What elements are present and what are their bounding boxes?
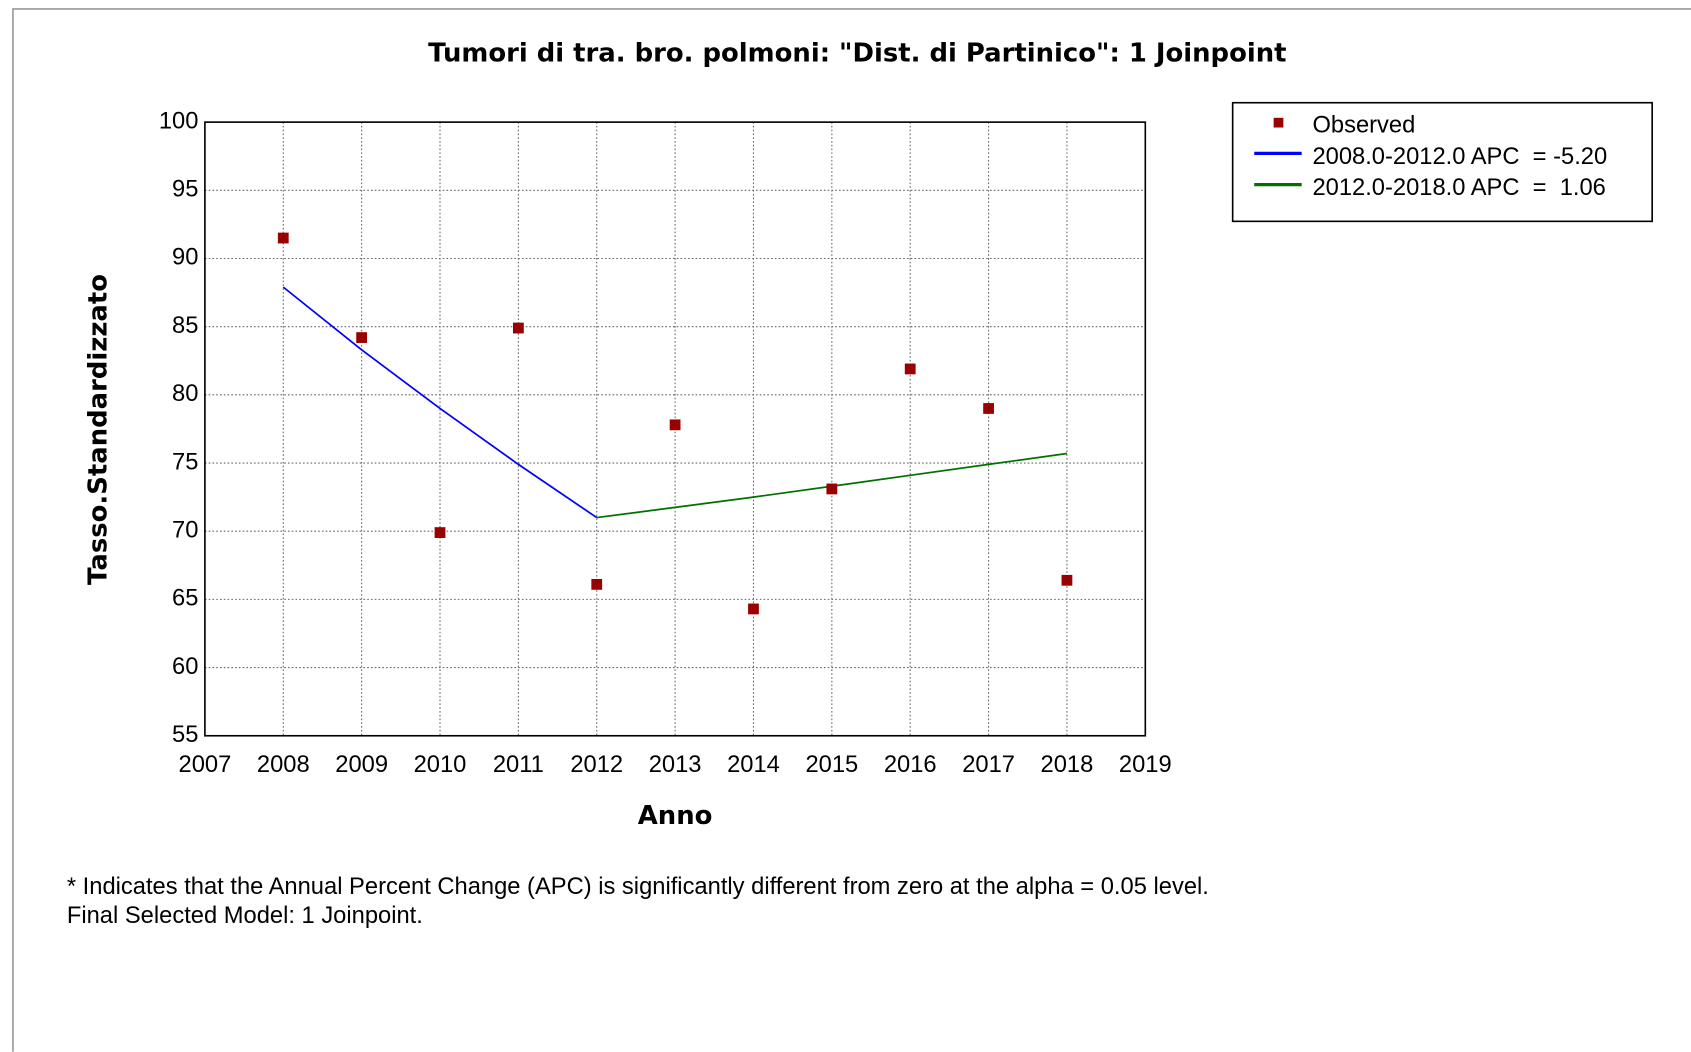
observed-point bbox=[748, 603, 759, 615]
x-axis-label: Anno bbox=[638, 801, 713, 831]
x-tick-label: 2012 bbox=[570, 752, 623, 778]
x-tick-label: 2009 bbox=[335, 752, 388, 778]
x-tick-label: 2018 bbox=[1041, 752, 1094, 778]
x-tick-label: 2017 bbox=[962, 752, 1015, 778]
y-tick-label: 95 bbox=[172, 177, 198, 203]
note: Final Selected Model: 1 Joinpoint. bbox=[67, 903, 423, 929]
x-tick-label: 2014 bbox=[727, 752, 780, 778]
observed-point bbox=[434, 527, 446, 538]
x-tick-label: 2007 bbox=[179, 752, 232, 778]
chart-title: Tumori di tra. bro. polmoni: "Dist. di P… bbox=[428, 39, 1286, 69]
observed-point bbox=[1061, 574, 1073, 586]
note: * Indicates that the Annual Percent Chan… bbox=[67, 874, 1209, 900]
x-tick-label: 2010 bbox=[414, 752, 467, 778]
y-tick-label: 75 bbox=[172, 449, 198, 475]
observed-point bbox=[356, 332, 368, 343]
x-tick-label: 2013 bbox=[649, 752, 702, 778]
legend-box bbox=[1231, 101, 1653, 223]
observed-point bbox=[826, 483, 838, 495]
y-tick-label: 65 bbox=[172, 586, 198, 612]
fit-line bbox=[282, 286, 598, 519]
legend-label: 2008.0-2012.0 APC = -5.20 bbox=[1312, 144, 1607, 170]
y-tick-label: 90 bbox=[172, 245, 198, 271]
legend-marker bbox=[1273, 117, 1284, 128]
x-tick-label: 2016 bbox=[884, 752, 937, 778]
legend-label: Observed bbox=[1312, 113, 1415, 139]
observed-point bbox=[512, 322, 524, 334]
x-tick-label: 2008 bbox=[257, 752, 310, 778]
y-tick-label: 70 bbox=[172, 517, 198, 543]
observed-point bbox=[904, 363, 916, 375]
y-tick-label: 55 bbox=[172, 722, 198, 748]
frame bbox=[12, 8, 1691, 1052]
plot-border bbox=[204, 121, 1147, 737]
y-tick-label: 80 bbox=[172, 381, 198, 407]
legend-label: 2012.0-2018.0 APC = 1.06 bbox=[1312, 175, 1605, 201]
observed-point bbox=[591, 579, 603, 590]
y-tick-label: 85 bbox=[172, 313, 198, 339]
y-axis-label: Tasso.Standardizzato bbox=[84, 274, 114, 585]
observed-point bbox=[669, 419, 681, 431]
x-tick-label: 2011 bbox=[493, 752, 544, 778]
x-tick-label: 2015 bbox=[805, 752, 858, 778]
observed-point bbox=[277, 232, 289, 244]
y-tick-label: 100 bbox=[159, 108, 199, 134]
y-tick-label: 60 bbox=[172, 654, 198, 680]
x-tick-label: 2019 bbox=[1119, 752, 1172, 778]
observed-point bbox=[983, 403, 994, 414]
